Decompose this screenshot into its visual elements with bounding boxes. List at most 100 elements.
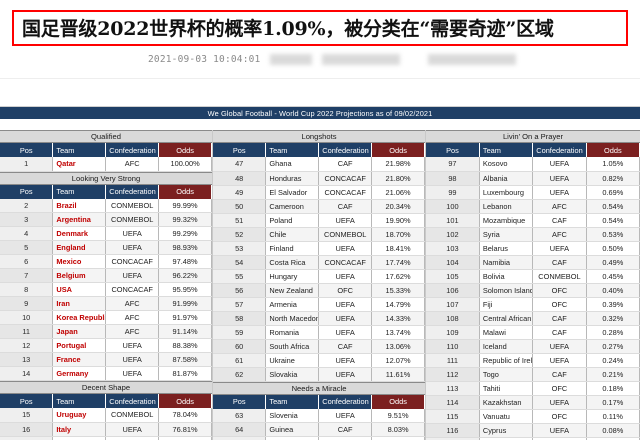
table-row[interactable]: 112 Togo CAF 0.21% <box>426 367 640 382</box>
cell-position: 47 <box>213 157 267 172</box>
table-row[interactable]: 65Bosnia-HerzegovinaUEFA7.60% <box>213 436 425 440</box>
table-row[interactable]: 101 Mozambique CAF 0.54% <box>426 213 640 228</box>
table-row[interactable]: 63 Slovenia UEFA 9.51% <box>213 408 425 423</box>
table-row[interactable]: 99 Luxembourg UEFA 0.69% <box>426 185 640 200</box>
table-row[interactable]: 15 Uruguay CONMEBOL 78.04% <box>0 408 212 423</box>
table-row[interactable]: 12 Portugal UEFA 88.38% <box>0 338 212 353</box>
cell-odds: 0.39% <box>586 297 640 312</box>
table-row[interactable]: 64 Guinea CAF 8.03% <box>213 422 425 437</box>
table-row[interactable]: 59 Romania UEFA 13.74% <box>213 325 425 340</box>
column-header-pos[interactable]: Pos <box>0 143 54 157</box>
column-header-odds[interactable]: Odds <box>158 394 212 408</box>
table-row[interactable]: 107 Fiji OFC 0.39% <box>426 297 640 312</box>
column-header-pos[interactable]: Pos <box>213 143 267 157</box>
column-header-odds[interactable]: Odds <box>158 143 212 157</box>
section-title: Qualified <box>0 130 212 143</box>
column-header-confederation[interactable]: Confederation <box>318 143 373 157</box>
cell-position: 60 <box>213 339 267 354</box>
table-row[interactable]: 50 Cameroon CAF 20.34% <box>213 199 425 214</box>
table-row[interactable]: 61 Ukraine UEFA 12.07% <box>213 353 425 368</box>
table-row[interactable]: 109 Malawi CAF 0.28% <box>426 325 640 340</box>
column-header-odds[interactable]: Odds <box>158 184 212 199</box>
cell-position: 51 <box>213 213 267 228</box>
column-header-pos[interactable]: Pos <box>426 143 480 157</box>
table-row[interactable]: 8 USA CONCACAF 95.95% <box>0 282 212 297</box>
table-row[interactable]: 1 Qatar AFC 100.00% <box>0 157 212 172</box>
cell-odds: 0.53% <box>586 227 640 242</box>
table-row[interactable]: 47 Ghana CAF 21.98% <box>213 157 425 172</box>
cell-confederation: OFC <box>318 283 373 298</box>
table-row[interactable]: 3 Argentina CONMEBOL 99.32% <box>0 212 212 227</box>
table-row[interactable]: 53 Finland UEFA 18.41% <box>213 241 425 256</box>
table-row[interactable]: 10 Korea Republic AFC 91.97% <box>0 310 212 325</box>
column-header-confederation[interactable]: Confederation <box>105 184 160 199</box>
table-row[interactable]: 14 Germany UEFA 81.87% <box>0 366 212 381</box>
column-header-pos[interactable]: Pos <box>0 184 54 199</box>
column-header-pos[interactable]: Pos <box>0 394 54 408</box>
table-row[interactable]: 48 Honduras CONCACAF 21.80% <box>213 171 425 186</box>
column-header-confederation[interactable]: Confederation <box>532 143 587 157</box>
table-row[interactable]: 11 Japan AFC 91.14% <box>0 324 212 339</box>
cell-team: Japan <box>52 324 107 339</box>
column-header-team[interactable]: Team <box>52 184 107 199</box>
table-row[interactable]: 7 Belgium UEFA 96.22% <box>0 268 212 283</box>
cell-odds: 100.00% <box>158 157 212 172</box>
cell-position: 115 <box>426 409 480 424</box>
column-header-confederation[interactable]: Confederation <box>105 394 160 408</box>
column-header-pos[interactable]: Pos <box>213 394 267 409</box>
column-header-odds[interactable]: Odds <box>371 143 425 157</box>
column-header-team[interactable]: Team <box>265 143 320 157</box>
table-row[interactable]: 57 Armenia UEFA 14.79% <box>213 297 425 312</box>
table-row[interactable]: 97 Kosovo UEFA 1.05% <box>426 157 640 172</box>
table-row[interactable]: 55 Hungary UEFA 17.62% <box>213 269 425 284</box>
cell-position: 1 <box>0 157 54 172</box>
table-row[interactable]: 52 Chile CONMEBOL 18.70% <box>213 227 425 242</box>
table-row[interactable]: 4 Denmark UEFA 99.29% <box>0 226 212 241</box>
column-header-team[interactable]: Team <box>479 143 534 157</box>
column-header-team[interactable]: Team <box>265 394 320 409</box>
cell-odds: 13.74% <box>371 325 425 340</box>
table-row[interactable]: 51 Poland UEFA 19.90% <box>213 213 425 228</box>
column-header-confederation[interactable]: Confederation <box>105 143 160 157</box>
banner-spacer <box>0 120 640 130</box>
cell-team: Luxembourg <box>479 185 534 200</box>
table-row[interactable]: 110 Iceland UEFA 0.27% <box>426 339 640 354</box>
column-header-odds[interactable]: Odds <box>371 394 425 409</box>
table-row[interactable]: 62 Slovakia UEFA 11.61% <box>213 367 425 382</box>
column-header-team[interactable]: Team <box>52 143 107 157</box>
table-row[interactable]: 49 El Salvador CONCACAF 21.06% <box>213 185 425 200</box>
table-row[interactable]: 16 Italy UEFA 76.81% <box>0 422 212 437</box>
table-row[interactable]: 2 Brazil CONMEBOL 99.99% <box>0 198 212 213</box>
column-header-confederation[interactable]: Confederation <box>318 394 373 409</box>
table-row[interactable]: 105 Bolivia CONMEBOL 0.45% <box>426 269 640 284</box>
table-row[interactable]: 114 Kazakhstan UEFA 0.17% <box>426 395 640 410</box>
column-header-odds[interactable]: Odds <box>586 143 640 157</box>
table-row[interactable]: 5 England UEFA 98.93% <box>0 240 212 255</box>
table-row[interactable]: 9 Iran AFC 91.99% <box>0 296 212 311</box>
cell-odds: 99.99% <box>158 198 212 213</box>
cell-odds: 14.33% <box>371 311 425 326</box>
column-header-team[interactable]: Team <box>52 394 107 408</box>
table-row[interactable]: 100 Lebanon AFC 0.54% <box>426 199 640 214</box>
table-row[interactable]: 17ColombiaCONMEBOL74.82% <box>0 436 212 440</box>
table-row[interactable]: 104 Namibia CAF 0.49% <box>426 255 640 270</box>
table-row[interactable]: 56 New Zealand OFC 15.33% <box>213 283 425 298</box>
cell-position: 112 <box>426 367 480 382</box>
table-row[interactable]: 103 Belarus UEFA 0.50% <box>426 241 640 256</box>
cell-confederation: UEFA <box>318 325 373 340</box>
cell-odds: 0.40% <box>586 283 640 298</box>
table-row[interactable]: 102 Syria AFC 0.53% <box>426 227 640 242</box>
table-row[interactable]: 6 Mexico CONCACAF 97.48% <box>0 254 212 269</box>
table-row[interactable]: 60 South Africa CAF 13.06% <box>213 339 425 354</box>
table-row[interactable]: 116 Cyprus UEFA 0.08% <box>426 423 640 438</box>
table-row[interactable]: 13 France UEFA 87.58% <box>0 352 212 367</box>
table-row[interactable]: 98 Albania UEFA 0.82% <box>426 171 640 186</box>
table-row[interactable]: 54 Costa Rica CONCACAF 17.74% <box>213 255 425 270</box>
table-row[interactable]: 106 Solomon Islands OFC 0.40% <box>426 283 640 298</box>
table-row[interactable]: 113 Tahiti OFC 0.18% <box>426 381 640 396</box>
table-row[interactable]: 115 Vanuatu OFC 0.11% <box>426 409 640 424</box>
cell-position: 14 <box>0 366 54 381</box>
